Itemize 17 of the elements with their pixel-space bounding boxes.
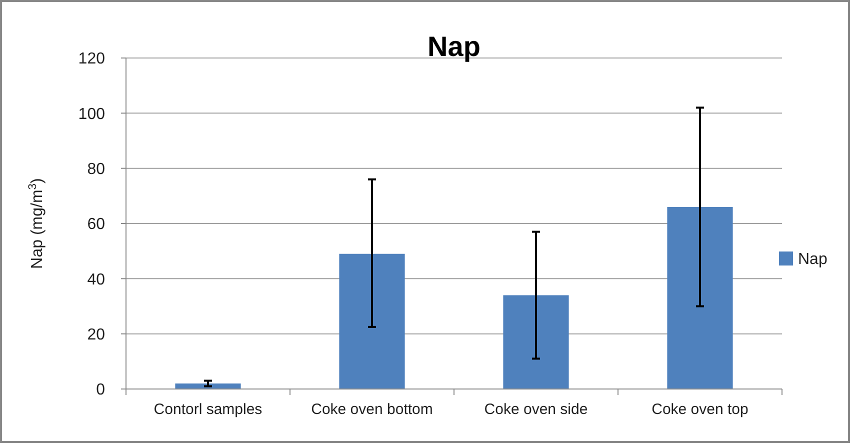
chart-title: Nap [428, 31, 480, 62]
x-tick-label: Coke oven bottom [311, 401, 433, 418]
x-tick-label: Contorl samples [154, 401, 262, 418]
y-tick-label: 80 [87, 160, 106, 178]
y-tick-label: 100 [78, 106, 106, 123]
y-tick-label: 40 [87, 271, 106, 288]
x-tick-label: Coke oven top [652, 401, 748, 418]
y-tick-label: 0 [96, 382, 106, 399]
bar [667, 206, 733, 389]
y-tick-label: 120 [78, 50, 106, 68]
bar [339, 254, 405, 389]
x-tick-label: Coke oven side [484, 401, 588, 418]
bar [175, 383, 241, 389]
legend-label: Nap [798, 251, 828, 268]
y-tick-label: 60 [87, 216, 106, 234]
y-tick-label: 20 [87, 326, 106, 344]
bar [503, 295, 569, 389]
